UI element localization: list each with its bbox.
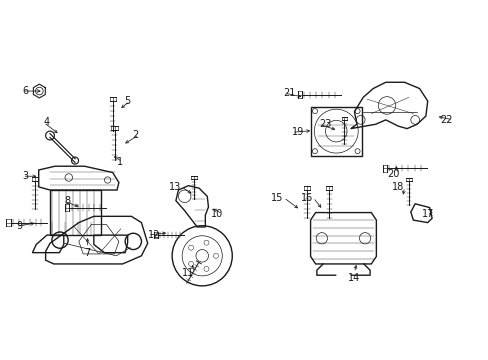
Text: 16: 16 [300,193,312,203]
Text: 5: 5 [123,96,130,106]
Text: 22: 22 [439,115,452,125]
Text: 17: 17 [421,209,433,219]
Text: 19: 19 [291,127,304,138]
Bar [310,107,361,156]
Bar [50,190,101,235]
Text: 2: 2 [132,130,139,140]
Text: 10: 10 [210,209,223,219]
Text: 13: 13 [169,182,181,192]
Text: 1: 1 [116,157,122,167]
Text: 6: 6 [22,86,28,96]
Text: 23: 23 [319,119,331,129]
Text: 4: 4 [43,117,50,127]
Text: 12: 12 [147,230,160,240]
Text: 9: 9 [16,221,22,231]
Text: 20: 20 [386,169,399,179]
Text: 15: 15 [271,193,283,203]
Text: 7: 7 [84,248,90,258]
Text: 21: 21 [283,88,295,98]
Text: 14: 14 [347,273,360,283]
Text: 3: 3 [22,171,28,181]
Text: 18: 18 [391,182,404,192]
Text: 8: 8 [64,196,70,206]
Text: 11: 11 [182,268,194,278]
